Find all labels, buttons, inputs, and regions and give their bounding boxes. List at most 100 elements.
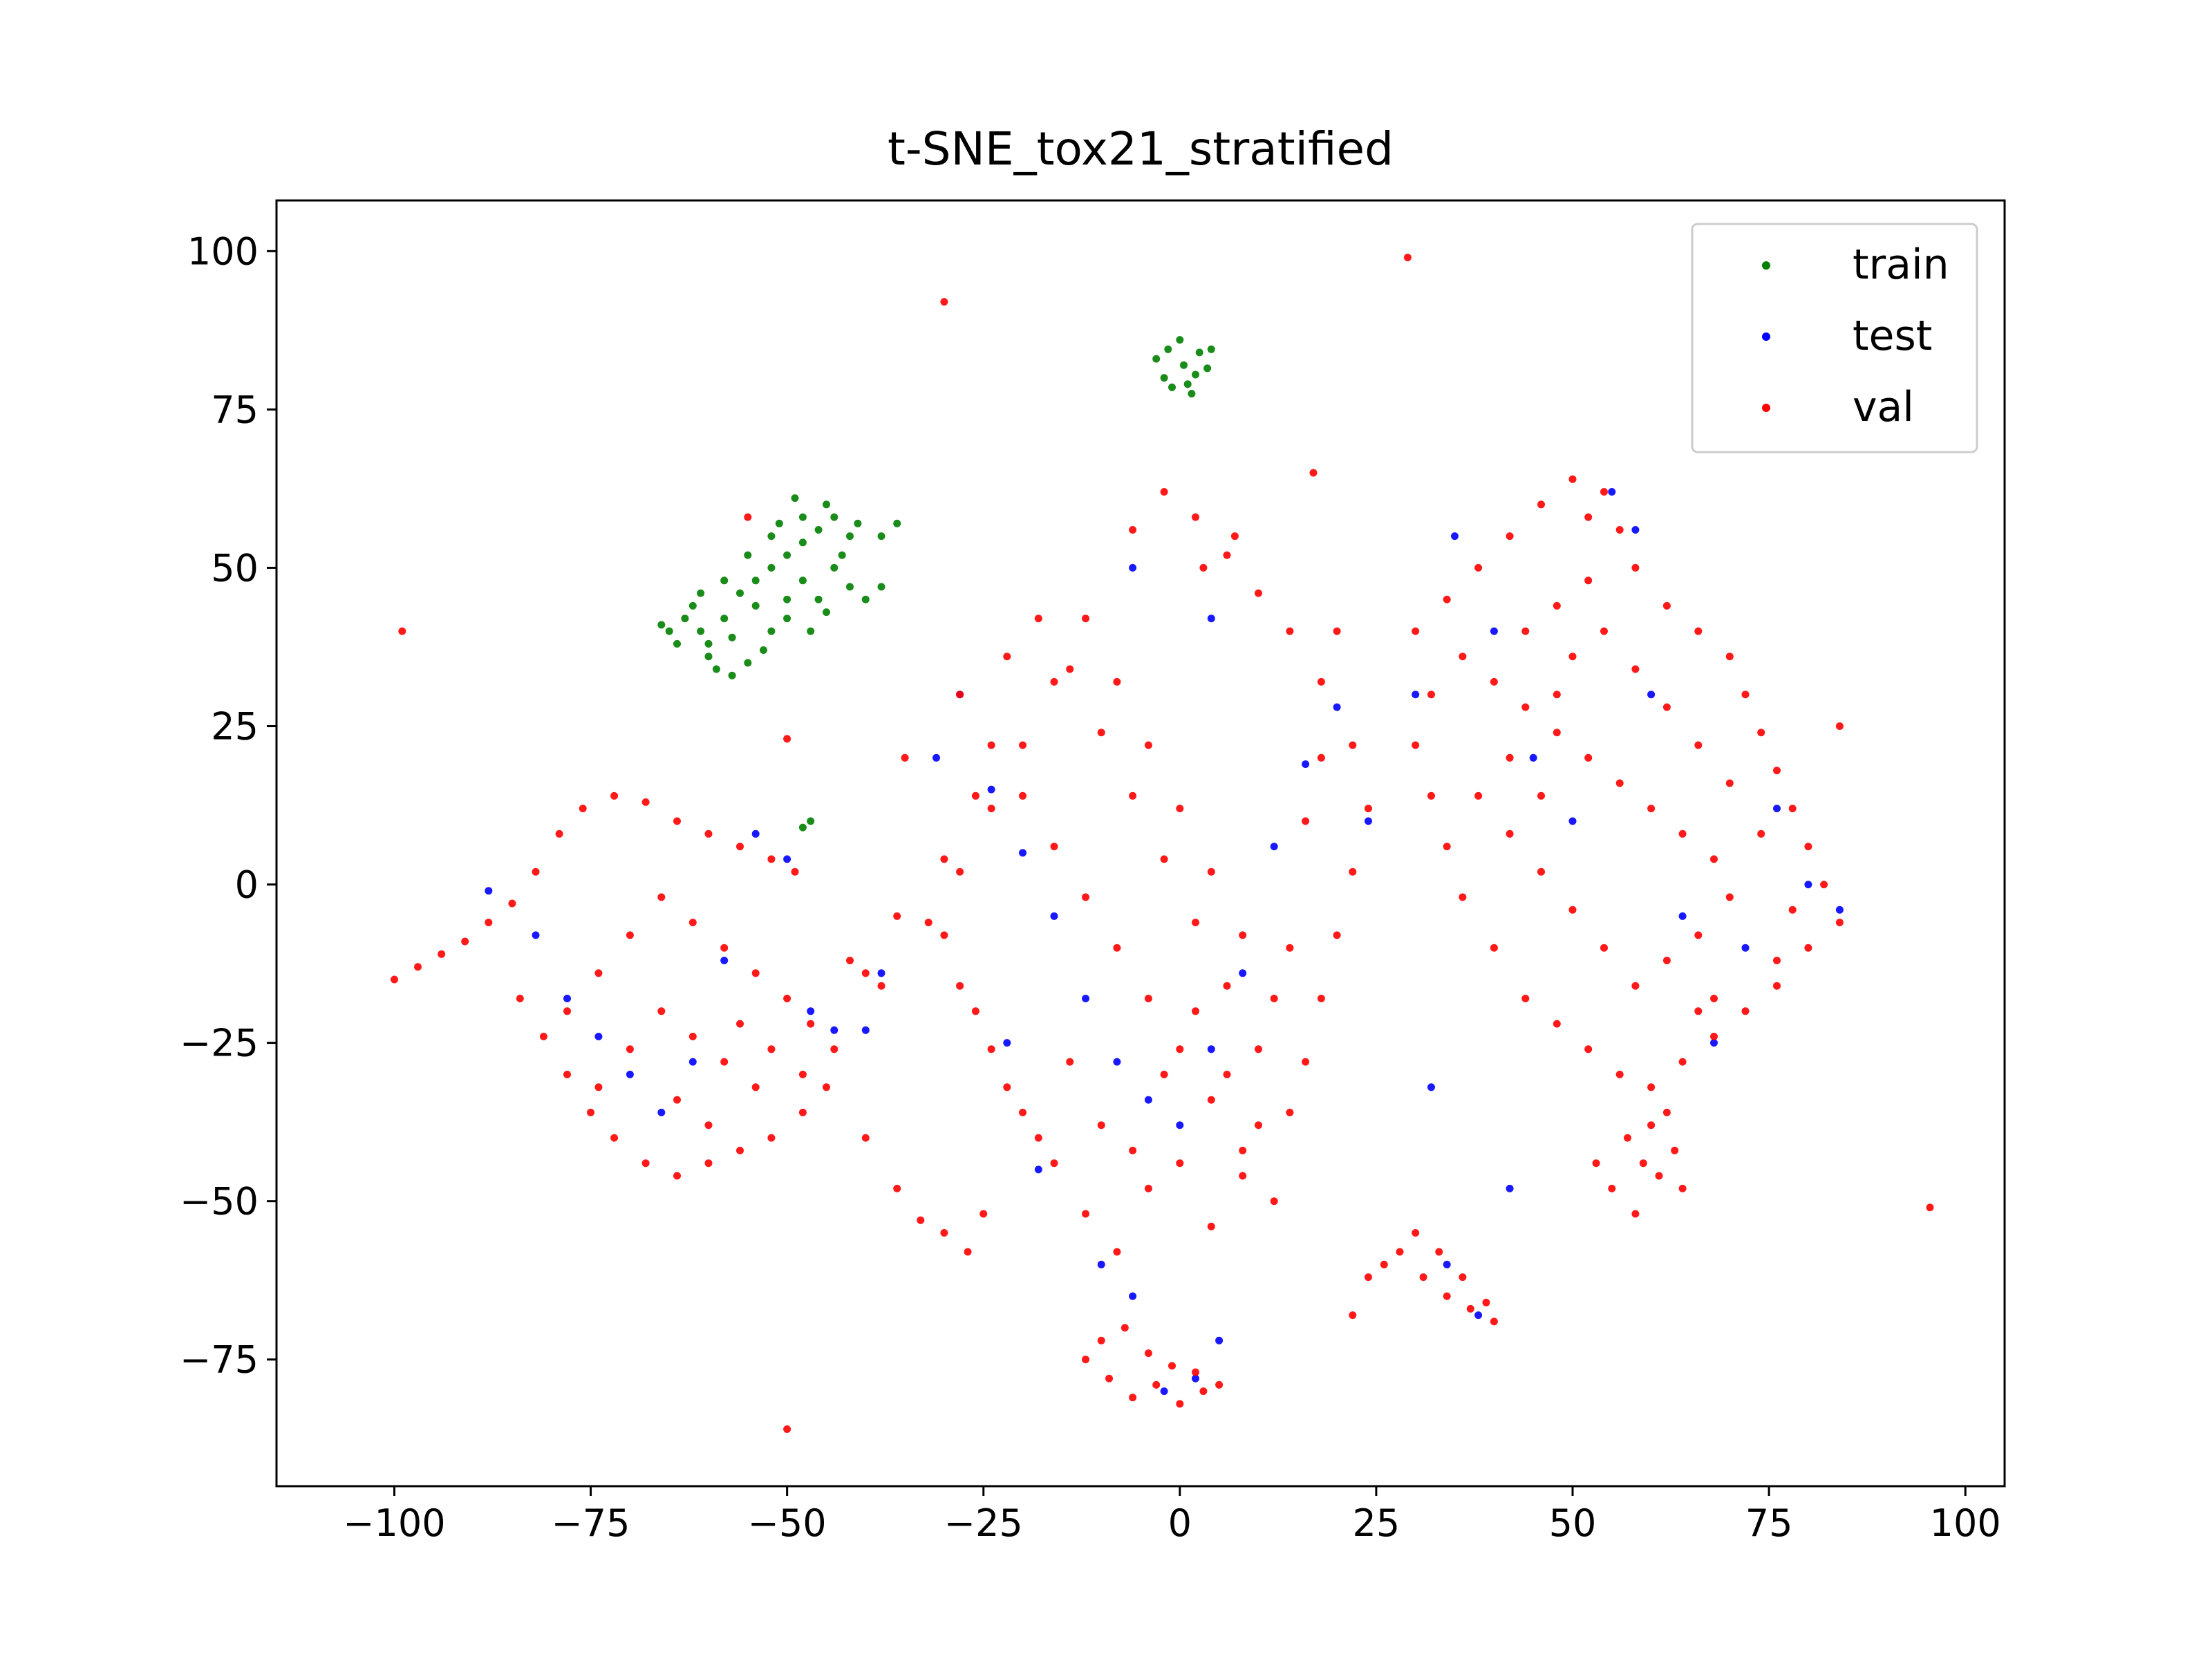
train-point	[688, 601, 697, 610]
val-point	[1427, 691, 1435, 699]
val-point	[1215, 1380, 1224, 1389]
val-point	[391, 975, 398, 984]
val-point	[626, 931, 634, 939]
val-point	[1160, 855, 1168, 863]
val-point	[1521, 627, 1530, 635]
test-point	[1239, 969, 1247, 977]
train-point	[861, 595, 870, 603]
val-point	[1537, 868, 1545, 876]
val-point	[1725, 653, 1734, 661]
train-point	[720, 615, 729, 623]
val-point	[1443, 843, 1451, 851]
train-point	[814, 526, 823, 534]
val-point	[971, 791, 980, 800]
val-point	[1403, 254, 1412, 261]
legend-box	[1691, 223, 1978, 453]
x-axis: −100 −75 −50 −25 0 25 50 75 100	[343, 1486, 2001, 1545]
val-point	[1506, 753, 1514, 762]
val-point	[987, 741, 995, 749]
val-point	[1553, 1020, 1561, 1028]
val-point	[1019, 791, 1027, 800]
test-point	[657, 1108, 666, 1116]
val-point	[956, 691, 964, 699]
y-tick-label: −75	[180, 1338, 259, 1382]
val-point	[767, 1134, 776, 1142]
test-point	[1678, 912, 1687, 920]
val-point	[1671, 1146, 1679, 1154]
val-point	[1615, 1070, 1624, 1078]
val-point	[1537, 500, 1545, 509]
test-point	[1050, 912, 1058, 920]
val-point	[720, 1058, 729, 1066]
train-point	[783, 551, 791, 559]
val-point	[1835, 722, 1844, 730]
val-point	[1129, 791, 1137, 800]
test-point	[1741, 944, 1750, 952]
val-point	[1113, 1248, 1121, 1256]
val-point	[1144, 741, 1152, 749]
legend-marker-val	[1762, 404, 1770, 412]
val-point	[641, 798, 650, 806]
val-point	[1129, 1146, 1137, 1154]
val-point	[539, 1033, 547, 1040]
chart-title: t-SNE_tox21_stratified	[888, 122, 1394, 176]
val-point	[1082, 615, 1089, 623]
val-point	[1820, 881, 1828, 889]
test-point	[1113, 1058, 1121, 1066]
val-point	[1694, 741, 1703, 749]
test-point	[720, 957, 729, 964]
val-point	[1773, 982, 1781, 990]
val-point	[1223, 1070, 1231, 1078]
val-point	[1624, 1134, 1631, 1142]
train-point	[673, 639, 681, 648]
test-point	[485, 887, 493, 895]
train-point	[1168, 383, 1176, 391]
val-point	[1192, 513, 1199, 521]
train-point	[1183, 380, 1192, 388]
val-point	[1490, 944, 1498, 952]
train-point	[657, 621, 666, 629]
x-tick-label: 25	[1353, 1501, 1400, 1545]
train-point	[783, 595, 791, 603]
val-point	[791, 868, 799, 876]
val-point	[587, 1108, 594, 1116]
val-point	[917, 1216, 925, 1224]
val-point	[1459, 893, 1467, 901]
val-point	[1066, 1058, 1074, 1066]
val-point	[744, 513, 752, 521]
test-point	[1506, 1184, 1514, 1192]
val-point	[987, 805, 995, 813]
test-point	[1451, 532, 1459, 541]
train-point	[838, 551, 846, 559]
val-point	[1176, 1045, 1184, 1053]
val-point	[1113, 944, 1121, 952]
train-point	[760, 646, 767, 654]
val-point	[798, 1108, 807, 1116]
train-point	[798, 577, 807, 585]
val-point	[1019, 1108, 1027, 1116]
x-tick-label: 0	[1168, 1501, 1192, 1545]
val-point	[1419, 1273, 1427, 1282]
train-point	[665, 627, 673, 635]
val-point	[830, 1045, 838, 1053]
x-tick-label: −100	[343, 1501, 445, 1545]
test-point	[1773, 805, 1781, 813]
train-point	[877, 583, 885, 591]
train-point	[798, 538, 807, 547]
val-point	[1144, 1184, 1152, 1192]
test-point	[1207, 1045, 1215, 1053]
val-point	[751, 1083, 760, 1091]
val-point	[1192, 919, 1199, 926]
val-point	[1050, 1159, 1058, 1168]
val-point	[1615, 779, 1624, 787]
val-point	[1349, 1311, 1357, 1320]
val-point	[1349, 741, 1357, 749]
val-point	[1097, 1336, 1105, 1344]
val-point	[1725, 779, 1734, 787]
val-point	[1647, 805, 1656, 813]
val-point	[594, 1083, 603, 1091]
val-point	[1309, 469, 1318, 477]
val-point	[1097, 729, 1105, 737]
val-point	[1710, 1033, 1718, 1040]
val-point	[555, 830, 563, 838]
